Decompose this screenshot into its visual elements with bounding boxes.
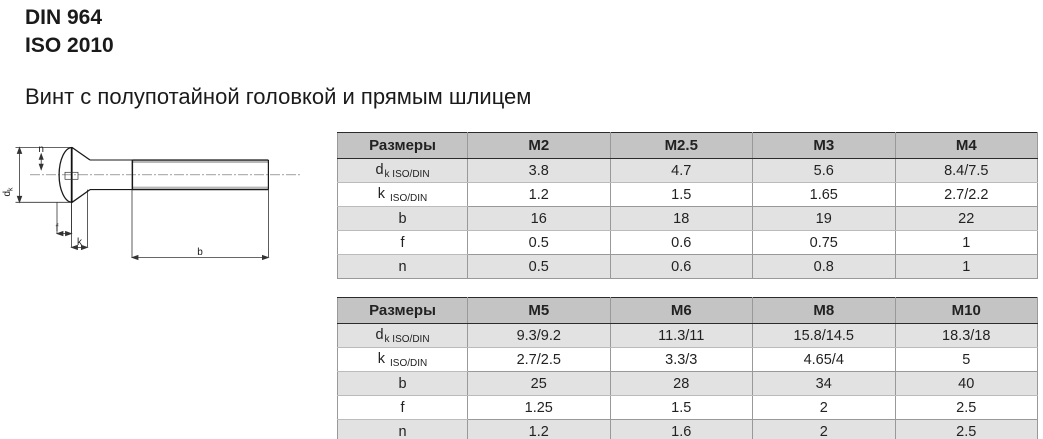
svg-text:n: n (38, 144, 44, 155)
svg-text:f: f (56, 223, 59, 234)
svg-text:b: b (197, 247, 203, 258)
svg-text:dk: dk (2, 187, 15, 197)
